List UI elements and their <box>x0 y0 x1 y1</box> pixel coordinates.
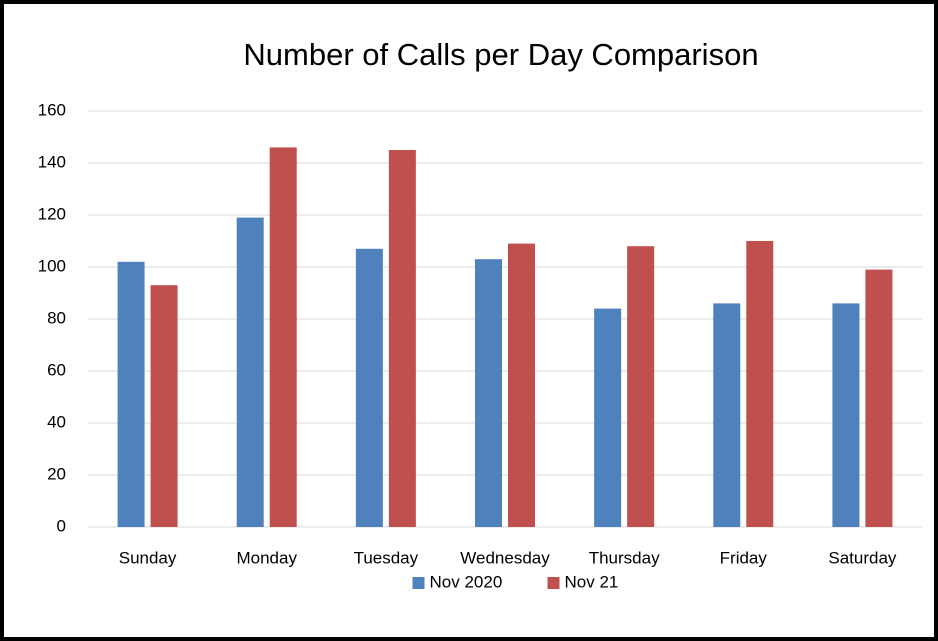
y-tick-label: 120 <box>38 204 66 223</box>
x-tick-label: Tuesday <box>354 548 419 567</box>
legend-swatch <box>547 577 560 589</box>
y-tick-label: 0 <box>57 516 66 535</box>
x-tick-label: Sunday <box>119 548 177 567</box>
bar <box>713 303 741 527</box>
bar <box>627 246 655 527</box>
bar <box>865 269 893 527</box>
chart-title: Number of Calls per Day Comparison <box>243 37 758 72</box>
legend-label: Nov 2020 <box>430 572 503 591</box>
y-tick-label: 80 <box>47 308 66 327</box>
y-tick-label: 100 <box>38 256 66 275</box>
y-tick-label: 140 <box>38 152 66 171</box>
y-tick-label: 160 <box>38 100 66 119</box>
bar <box>508 243 535 527</box>
x-tick-label: Monday <box>236 548 297 567</box>
bar <box>832 303 860 527</box>
bar <box>117 261 145 527</box>
bar <box>236 217 264 527</box>
bar <box>355 248 383 528</box>
legend-label: Nov 21 <box>565 572 619 591</box>
bar <box>594 308 622 527</box>
y-tick-label: 60 <box>47 360 66 379</box>
bar <box>150 285 178 527</box>
x-tick-label: Wednesday <box>460 548 550 567</box>
bar <box>475 259 502 527</box>
y-tick-label: 20 <box>47 464 66 483</box>
y-tick-label: 40 <box>47 412 66 431</box>
legend-swatch <box>412 577 425 589</box>
x-tick-label: Friday <box>720 548 768 567</box>
x-tick-label: Saturday <box>828 548 897 567</box>
bar <box>269 147 297 527</box>
bar <box>388 150 416 527</box>
x-tick-label: Thursday <box>589 548 660 567</box>
bar <box>746 241 774 527</box>
